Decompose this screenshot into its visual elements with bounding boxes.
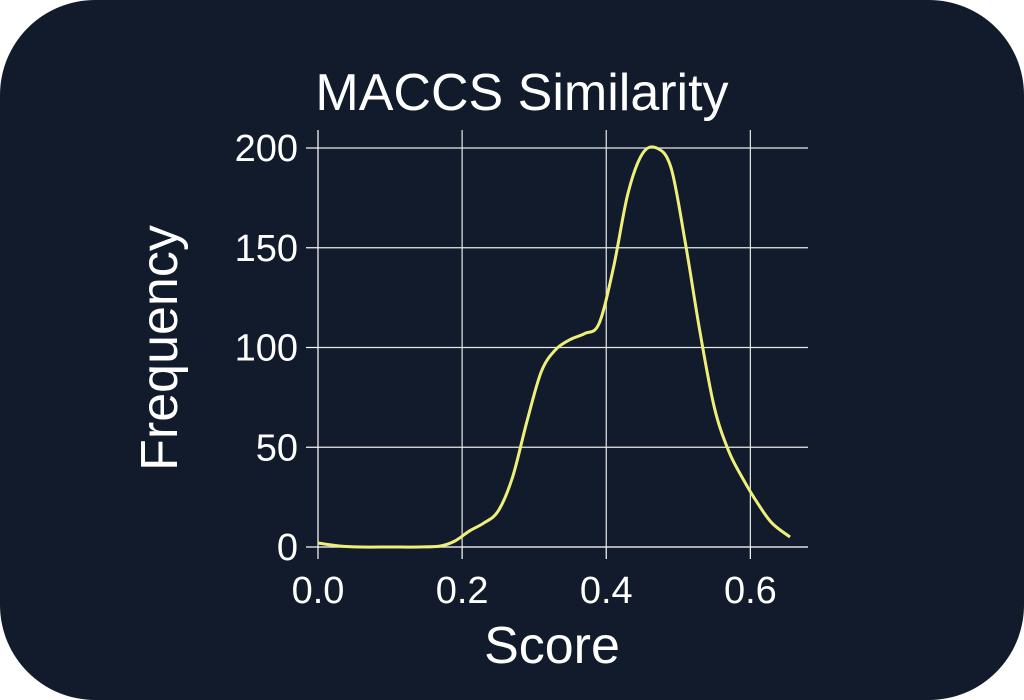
density-line	[317, 145, 791, 549]
y-tick-label: 0	[277, 527, 298, 569]
y-tick-label: 50	[256, 427, 298, 469]
y-axis-label: Frequency	[131, 225, 189, 471]
axes	[317, 130, 808, 548]
x-tick-label: 0.6	[724, 570, 777, 612]
x-tick-label: 0.0	[292, 570, 345, 612]
y-tick-label: 100	[235, 328, 298, 370]
x-axis-label: Score	[484, 617, 620, 675]
y-tick-label: 200	[235, 128, 298, 170]
y-tick-label: 150	[235, 228, 298, 270]
x-tick-label: 0.4	[580, 570, 633, 612]
grid	[317, 130, 808, 548]
chart-title: MACCS Similarity	[315, 64, 728, 122]
x-tick-label: 0.2	[436, 570, 489, 612]
ticks: 0 50 100 150 200 0.0 0.2 0.4 0.6	[235, 128, 777, 612]
